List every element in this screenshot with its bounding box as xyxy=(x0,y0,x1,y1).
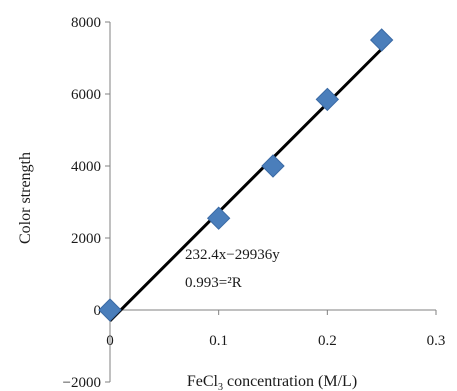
x-axis-title: FeCl3 concentration (M/L) xyxy=(187,373,357,391)
data-point xyxy=(315,87,340,112)
data-point xyxy=(261,154,285,178)
x-axis-title-rest: concentration (M/L) xyxy=(223,373,357,390)
data-points xyxy=(98,28,394,322)
x-tick-label: 0.1 xyxy=(209,333,228,349)
data-point xyxy=(206,206,231,230)
x-axis-title-subscript: 3 xyxy=(218,382,223,391)
x-tick-labels: 0 0.1 0.2 0.3 xyxy=(106,333,445,349)
y-tick-label: 2000 xyxy=(71,231,101,247)
y-tick-label: 6000 xyxy=(71,87,101,103)
y-tick-label: 4000 xyxy=(71,159,101,175)
y-tick-label: 0 xyxy=(94,303,102,319)
x-axis-title-main: FeCl xyxy=(187,373,219,390)
equation-annotation: 232.4x−29936y xyxy=(185,247,280,263)
y-tick-labels: −2000 0 2000 4000 6000 8000 xyxy=(63,15,101,391)
y-axis-title: Color strength xyxy=(17,152,34,244)
axes xyxy=(105,21,437,383)
data-point xyxy=(369,28,394,52)
y-tick-label: 8000 xyxy=(71,15,101,31)
y-tick-label: −2000 xyxy=(63,375,101,391)
r-squared-annotation: 0.993=²R xyxy=(185,275,242,291)
trendline xyxy=(108,47,383,322)
x-tick-label: 0.2 xyxy=(318,333,337,349)
trendline-group xyxy=(108,47,383,322)
x-tick-label: 0 xyxy=(106,333,114,349)
x-tick-label: 0.3 xyxy=(427,333,446,349)
data-point xyxy=(98,298,122,322)
